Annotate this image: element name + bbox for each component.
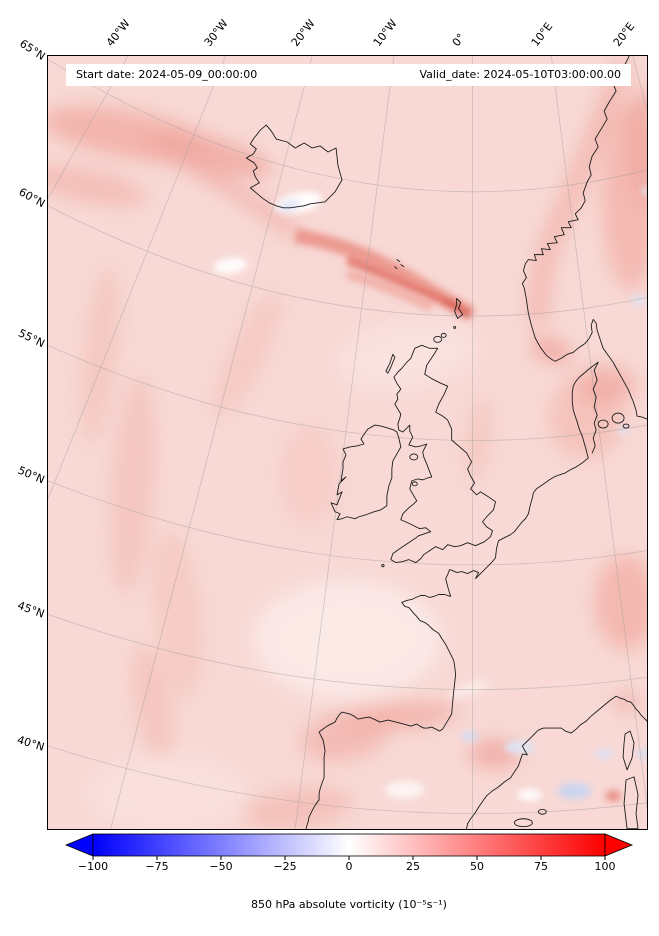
date-bar: Start date: 2024-05-09_00:00:00 Valid_da… — [66, 64, 631, 86]
coastline-jutland-continent-france-spain — [305, 361, 599, 829]
island-outer-hebrides — [385, 353, 396, 374]
islands-faroe — [394, 259, 405, 270]
parallel-40n — [48, 745, 647, 815]
cb-tick-25: 25 — [406, 860, 420, 873]
colorbar-label: 850 hPa absolute vorticity (10⁻⁵s⁻¹) — [251, 898, 447, 911]
top-tick-10w: 10°W — [370, 17, 400, 49]
cb-tick-75: 75 — [534, 860, 548, 873]
parallel-65n — [48, 58, 647, 193]
coastline-mediterranean — [466, 695, 647, 829]
parallel-60n — [48, 205, 647, 317]
meridian-30w — [48, 56, 226, 499]
left-tick-45n: 45°N — [15, 598, 47, 621]
coastline-great-britain — [390, 344, 496, 564]
island-anglesey — [411, 481, 418, 487]
valid-date-label: Valid_date: 2024-05-10T03:00:00.00 — [419, 68, 621, 81]
top-tick-30w: 30°W — [201, 17, 231, 49]
left-tick-55n: 55°N — [16, 326, 47, 351]
cb-tick-neg50: −50 — [209, 860, 233, 873]
left-tick-50n: 50°N — [15, 463, 47, 487]
island-sardinia — [623, 776, 639, 829]
top-tick-40w: 40°W — [103, 17, 133, 49]
coastline-iceland — [245, 124, 343, 209]
left-tick-40n: 40°N — [15, 733, 46, 754]
cb-tick-neg25: −25 — [273, 860, 297, 873]
coastline-norway-sweden — [521, 56, 647, 420]
parallel-45n — [48, 614, 647, 690]
vorticity-field-soft — [48, 60, 647, 829]
meridian-10w — [294, 56, 395, 829]
cb-tick-100: 100 — [594, 860, 616, 873]
parallel-55n — [48, 344, 647, 441]
top-tick-10e: 10°E — [528, 20, 556, 49]
vorticity-map — [48, 56, 647, 829]
left-tick-65n: 65°N — [17, 36, 48, 63]
island-orkney-2 — [440, 332, 447, 338]
top-tick-0: 0° — [449, 31, 468, 49]
island-orkney — [433, 335, 443, 343]
meridian-10e — [550, 56, 647, 809]
cb-tick-neg75: −75 — [145, 860, 169, 873]
cb-tick-neg100: −100 — [77, 860, 109, 873]
island-zealand — [611, 412, 625, 424]
island-shetland — [454, 298, 464, 319]
island-fyn — [597, 419, 609, 429]
parallel-50n — [48, 480, 647, 566]
island-menorca — [537, 808, 547, 815]
island-fair-isle — [453, 325, 457, 329]
colorbar-tick-marks — [92, 856, 606, 860]
cb-tick-50: 50 — [470, 860, 484, 873]
left-tick-60n: 60°N — [16, 185, 48, 211]
islands-scilly — [381, 563, 385, 568]
colorbar — [64, 833, 634, 860]
island-isle-of-man — [409, 453, 419, 461]
colorbar-left-arrow — [64, 833, 94, 857]
colorbar-gradient — [92, 833, 606, 857]
top-tick-20w: 20°W — [288, 17, 318, 49]
meridian-20w — [110, 56, 313, 829]
cb-tick-0: 0 — [345, 860, 353, 873]
top-tick-20e: 20°E — [610, 20, 638, 49]
coastline-ireland — [330, 424, 402, 521]
map-panel: Start date: 2024-05-09_00:00:00 Valid_da… — [47, 55, 648, 830]
island-mallorca — [513, 818, 533, 828]
island-small-danish — [622, 423, 630, 429]
island-corsica — [622, 730, 635, 771]
start-date-label: Start date: 2024-05-09_00:00:00 — [76, 68, 258, 81]
meridian-20e — [632, 56, 647, 111]
coastline-jutland-east — [591, 361, 599, 454]
colorbar-right-arrow — [604, 833, 634, 857]
coastlines-layer — [245, 56, 647, 829]
